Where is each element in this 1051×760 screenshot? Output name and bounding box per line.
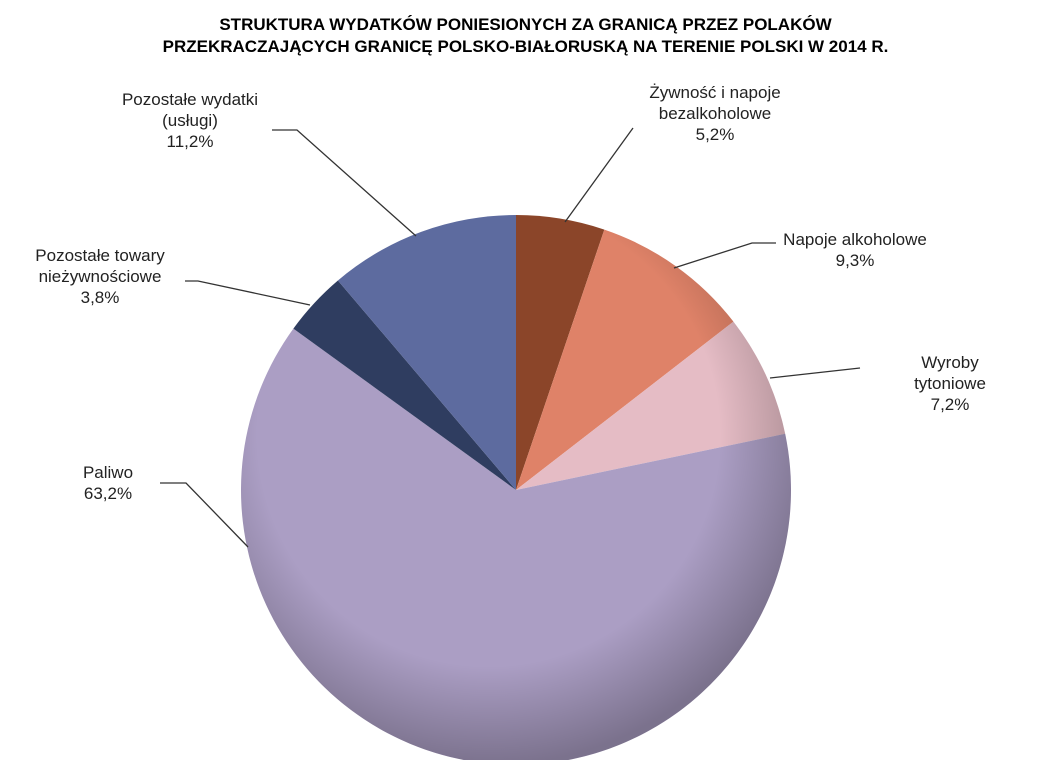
slice-label: Wyroby tytoniowe 7,2% — [900, 352, 1001, 415]
leader-line — [185, 280, 311, 306]
slice-label: Pozostałe towary nieżywnościowe 3,8% — [35, 245, 164, 308]
category-label: Pozostałe wydatki (usługi) — [121, 90, 259, 130]
value-label: 7,2% — [930, 395, 970, 414]
slice-label: Pozostałe wydatki (usługi) 11,2% — [122, 89, 258, 152]
value-label: 9,3% — [835, 251, 875, 270]
value-label: 5,2% — [695, 125, 735, 144]
category-label: Pozostałe towary nieżywnościowe — [35, 246, 165, 286]
slice-label: Żywność i napoje bezalkoholowe 5,2% — [649, 82, 780, 145]
value-label: 3,8% — [80, 288, 120, 307]
value-label: 11,2% — [166, 132, 214, 151]
leader-line — [272, 129, 417, 237]
leader-line — [160, 482, 249, 548]
category-label: Wyroby tytoniowe — [914, 353, 986, 393]
value-label: 63,2% — [83, 484, 133, 503]
slice-label: Paliwo 63,2% — [83, 462, 133, 504]
leader-line — [673, 242, 776, 269]
slice-label: Napoje alkoholowe 9,3% — [783, 229, 927, 271]
leader-line — [769, 367, 861, 379]
category-label: Żywność i napoje bezalkoholowe — [649, 83, 781, 123]
chart-title: STRUKTURA WYDATKÓW PONIESIONYCH ZA GRANI… — [162, 15, 889, 56]
category-label: Paliwo — [82, 463, 134, 482]
leader-line — [564, 127, 634, 223]
category-label: Napoje alkoholowe — [783, 230, 927, 249]
